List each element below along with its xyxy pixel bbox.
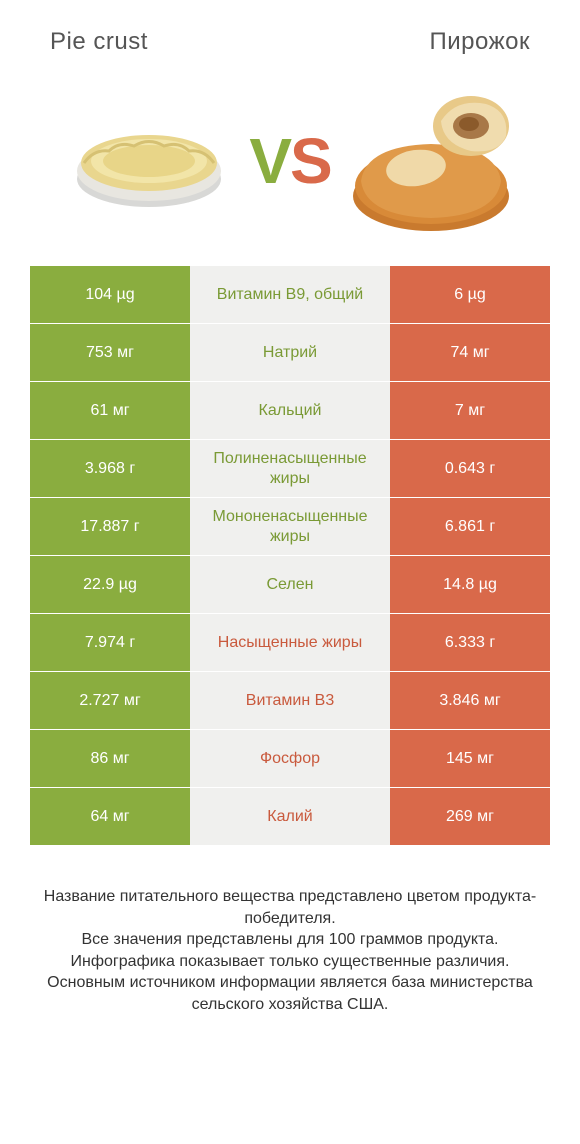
right-value-cell: 14.8 µg [390,556,550,613]
nutrient-label-cell: Витамин B3 [190,672,390,729]
left-value-cell: 2.727 мг [30,672,190,729]
pirozhok-image [341,86,521,236]
nutrient-label-cell: Насыщенные жиры [190,614,390,671]
nutrient-label-cell: Фосфор [190,730,390,787]
right-value-cell: 6 µg [390,266,550,323]
nutrient-label-cell: Мононенасыщенные жиры [190,498,390,555]
nutrient-label-cell: Калий [190,788,390,845]
footer-line: Все значения представлены для 100 граммо… [30,929,550,951]
table-row: 104 µgВитамин B9, общий6 µg [30,266,550,324]
nutrient-label-cell: Кальций [190,382,390,439]
right-value-cell: 269 мг [390,788,550,845]
table-row: 17.887 гМононенасыщенные жиры6.861 г [30,498,550,556]
left-product-title: Pie crust [50,28,148,56]
vs-s: S [290,125,331,197]
right-product-title: Пирожок [430,28,530,56]
table-row: 2.727 мгВитамин B33.846 мг [30,672,550,730]
right-value-cell: 0.643 г [390,440,550,497]
header: Pie crust Пирожок [0,0,580,66]
table-row: 7.974 гНасыщенные жиры6.333 г [30,614,550,672]
left-value-cell: 3.968 г [30,440,190,497]
left-value-cell: 22.9 µg [30,556,190,613]
right-value-cell: 74 мг [390,324,550,381]
left-value-cell: 64 мг [30,788,190,845]
table-row: 22.9 µgСелен14.8 µg [30,556,550,614]
table-row: 64 мгКалий269 мг [30,788,550,846]
images-row: VS [0,66,580,266]
footer-line: Основным источником информации является … [30,972,550,1015]
right-value-cell: 3.846 мг [390,672,550,729]
vs-label: VS [249,124,330,198]
table-row: 61 мгКальций7 мг [30,382,550,440]
footer-notes: Название питательного вещества представл… [30,886,550,1016]
comparison-table: 104 µgВитамин B9, общий6 µg753 мгНатрий7… [30,266,550,846]
pie-crust-image [59,86,239,236]
left-value-cell: 104 µg [30,266,190,323]
vs-v: V [249,125,290,197]
nutrient-label-cell: Витамин B9, общий [190,266,390,323]
table-row: 753 мгНатрий74 мг [30,324,550,382]
table-row: 3.968 гПолиненасыщенные жиры0.643 г [30,440,550,498]
left-value-cell: 7.974 г [30,614,190,671]
table-row: 86 мгФосфор145 мг [30,730,550,788]
footer-line: Название питательного вещества представл… [30,886,550,929]
right-value-cell: 6.861 г [390,498,550,555]
nutrient-label-cell: Натрий [190,324,390,381]
right-value-cell: 6.333 г [390,614,550,671]
right-value-cell: 145 мг [390,730,550,787]
left-value-cell: 753 мг [30,324,190,381]
nutrient-label-cell: Селен [190,556,390,613]
left-value-cell: 61 мг [30,382,190,439]
left-value-cell: 17.887 г [30,498,190,555]
left-value-cell: 86 мг [30,730,190,787]
nutrient-label-cell: Полиненасыщенные жиры [190,440,390,497]
footer-line: Инфографика показывает только существенн… [30,951,550,973]
right-value-cell: 7 мг [390,382,550,439]
